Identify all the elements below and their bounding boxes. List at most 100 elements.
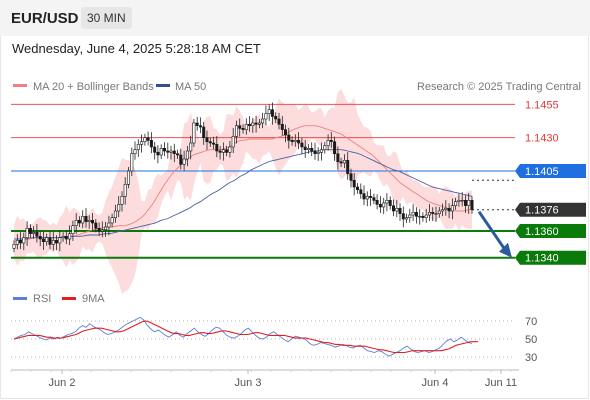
candle-body [185, 150, 189, 160]
candle-body [401, 213, 405, 220]
candle [136, 139, 140, 157]
price-tag-text-1.1405: 1.1405 [525, 166, 559, 178]
candle-body [35, 232, 39, 237]
candle [382, 197, 386, 215]
candle-body [64, 236, 68, 240]
candle-body [293, 140, 297, 142]
candle [355, 183, 359, 194]
candle [91, 213, 95, 232]
candle [359, 183, 363, 199]
candle-body [71, 225, 75, 234]
candle [460, 192, 464, 207]
candle-body [375, 200, 379, 205]
candle-body [51, 240, 55, 245]
candle-body [202, 126, 206, 138]
candle-body [467, 200, 471, 206]
candle [110, 213, 114, 227]
candle-body [431, 212, 435, 214]
ma50-legend-swatch [156, 84, 170, 87]
candle-body [303, 146, 307, 151]
price-label-1.1455: 1.1455 [525, 99, 559, 111]
candle-body [143, 137, 147, 142]
candle-body [120, 196, 124, 205]
candle-body [87, 220, 91, 222]
candle-body [32, 232, 36, 234]
candle [208, 137, 212, 147]
candle [310, 142, 314, 157]
candle-body [261, 118, 265, 124]
candle [444, 200, 448, 216]
candle [179, 148, 183, 170]
candle-body [359, 189, 363, 194]
candle [221, 142, 225, 161]
candle-body [329, 140, 333, 142]
candle [149, 132, 153, 154]
candle-body [228, 146, 232, 153]
candle [68, 225, 72, 246]
candle [300, 137, 304, 155]
candle [189, 135, 193, 160]
candle-body [215, 144, 219, 152]
candle [107, 215, 111, 236]
candle-body [257, 122, 261, 125]
candle-body [316, 152, 320, 154]
candle [290, 136, 294, 146]
candle-body [97, 228, 101, 232]
candle-body [127, 170, 131, 185]
candle-body [326, 140, 330, 146]
price-tag-bg-1.1340 [515, 250, 586, 265]
candle-body [434, 213, 438, 215]
candle-body [195, 122, 199, 127]
candle [146, 131, 150, 146]
candle [45, 233, 49, 246]
ma20-legend-swatch [13, 84, 27, 87]
candle-body [81, 216, 85, 224]
candle-body [339, 161, 343, 164]
candle-body [306, 148, 310, 150]
candle-body [48, 237, 52, 245]
candle [339, 157, 343, 167]
candle-body [235, 125, 239, 137]
candle [313, 142, 317, 160]
candle [408, 208, 412, 223]
rsi-line [13, 316, 473, 357]
candlestick-layer [12, 102, 474, 253]
candle-body [267, 109, 271, 114]
timeframe-badge[interactable]: 30 MIN [81, 7, 132, 29]
candle [401, 206, 405, 228]
candle [130, 147, 134, 177]
candle [77, 216, 81, 227]
9ma-line [13, 320, 478, 354]
ma50-legend-label: MA 50 [175, 81, 206, 93]
candle [450, 198, 454, 220]
candle [391, 199, 395, 217]
candle-body [231, 136, 235, 148]
candle [172, 143, 176, 162]
candle-body [117, 204, 121, 212]
candle-body [104, 226, 108, 231]
candle-body [336, 153, 340, 162]
price-tag-1.1405: 1.1405 [515, 164, 586, 178]
ma20-legend-label: MA 20 + Bollinger Bands [33, 81, 154, 93]
candle-body [398, 208, 402, 214]
candle [405, 213, 409, 223]
candle-body [61, 236, 65, 238]
candle [437, 207, 441, 218]
candle-body [395, 208, 399, 212]
candle [447, 203, 451, 219]
candle-body [349, 173, 353, 181]
x-tick-label: Jun 4 [422, 377, 449, 389]
candle [467, 193, 471, 214]
ma20-line [13, 125, 472, 243]
candle-body [365, 196, 369, 200]
candle-body [369, 196, 373, 198]
candle [166, 142, 170, 159]
candle-body [130, 153, 134, 172]
candle [182, 150, 186, 171]
candle [431, 207, 435, 221]
rsi-legend-label: RSI [33, 293, 51, 305]
candle-body [313, 150, 317, 155]
candle [32, 226, 36, 239]
candle-body [182, 158, 186, 165]
candle-body [28, 228, 32, 234]
